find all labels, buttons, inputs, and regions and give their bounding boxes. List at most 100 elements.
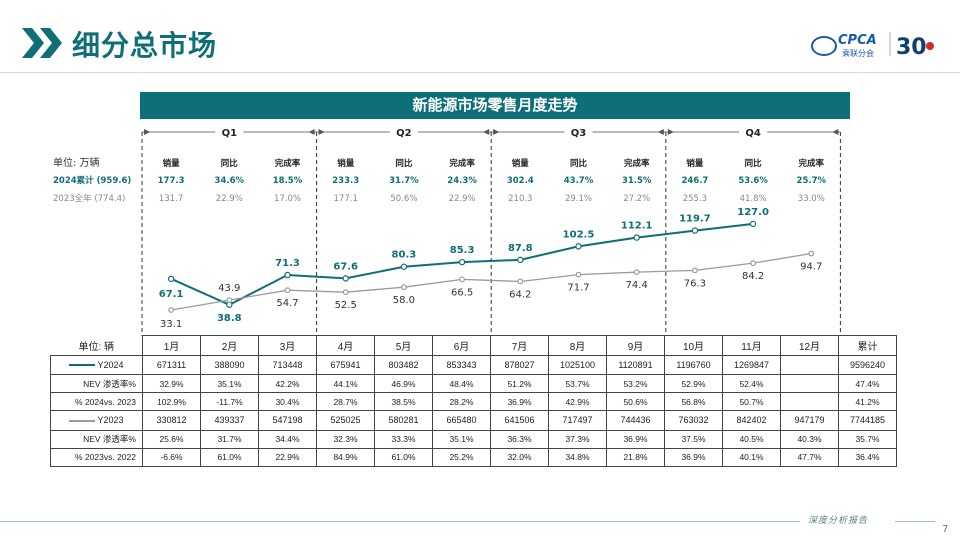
stats-2024-value: 31.5% — [622, 176, 652, 186]
data-point — [342, 289, 349, 296]
data-label: 71.7 — [567, 283, 589, 294]
column-header: 5月 — [374, 335, 433, 356]
table-cell: 25.6% — [142, 429, 201, 449]
stats-header: 完成率 — [624, 158, 650, 169]
table-cell: 50.7% — [722, 392, 781, 411]
table-cell: 52.4% — [722, 374, 781, 393]
data-label: 74.4 — [626, 280, 648, 291]
data-point — [168, 307, 175, 313]
data-label: 112.1 — [621, 221, 653, 232]
table-row: Y2024 671311 388090 713448 675941 803482 85334… — [50, 354, 897, 375]
table-row: % 2024vs. 2023 102.9% -11.7% 30.4% 28.7% 38.5… — [50, 392, 897, 411]
table-cell: 842402 — [722, 410, 781, 431]
data-label: 54.7 — [276, 298, 298, 309]
row-label: % 2024vs. 2023 — [50, 392, 143, 411]
page-title: 细分总市场 — [72, 29, 218, 62]
table-cell: 21.8% — [606, 447, 665, 467]
table-cell: 47.7% — [780, 447, 839, 467]
data-point — [458, 258, 466, 266]
quarter-stats: 销量 177.3 131.7 同比 34.6% 22.9% 完成率 18.5% 17.0% 销量 2… — [158, 158, 827, 204]
table-cell: 9596240 — [838, 354, 897, 375]
quarter-label: Q3 — [571, 128, 587, 139]
stats-2024-value: 233.3 — [332, 176, 359, 186]
footer-rule-right — [895, 521, 935, 522]
quarter-label-bg — [389, 126, 418, 138]
arrow-left-icon — [318, 129, 325, 135]
data-label: 38.8 — [217, 313, 242, 324]
quarter-label: Q2 — [396, 128, 412, 139]
stats-2023-value: 22.9% — [216, 194, 243, 204]
table-cell: 1025100 — [548, 354, 607, 375]
table-cell: 47.4% — [838, 374, 897, 393]
quarter-label-bg — [564, 126, 593, 138]
data-label: 71.3 — [275, 258, 300, 269]
table-cell: 38.5% — [374, 392, 433, 411]
table-cell: 61.0% — [374, 447, 433, 467]
table-cell: 330812 — [142, 410, 201, 431]
data-point — [750, 260, 756, 267]
quarter-label-bg — [215, 126, 244, 138]
series-lines — [167, 220, 815, 313]
table-cell — [780, 354, 839, 375]
stats-2024-value: 34.6% — [215, 176, 245, 186]
data-label: 66.5 — [451, 287, 473, 298]
footer-rule — [0, 521, 800, 522]
stats-header: 同比 — [745, 158, 763, 169]
table-cell: -6.6% — [142, 447, 201, 467]
table-cell: 947179 — [780, 410, 839, 431]
table-cell: 641506 — [490, 410, 549, 431]
table-cell: 717497 — [548, 410, 607, 431]
table-cell: -11.7% — [200, 392, 259, 411]
header-divider — [0, 72, 960, 73]
table-cell: 803482 — [374, 354, 433, 375]
table-cell: 41.2% — [838, 392, 897, 411]
stats-2024-value: 53.6% — [738, 176, 768, 186]
table-cell: 37.3% — [548, 429, 607, 449]
stats-2023-value: 17.0% — [274, 194, 301, 204]
data-label: 33.1 — [160, 319, 182, 330]
data-table: 单位: 辆 1月 2月 3月 4月 5月 6月 7月 8月 9月 10月 11月… — [50, 335, 897, 467]
column-header: 3月 — [258, 335, 317, 356]
quarter-label-bg — [739, 126, 768, 138]
quarter-label: Q1 — [222, 128, 238, 139]
stats-header: 同比 — [395, 158, 413, 169]
table-cell: 84.9% — [316, 447, 375, 467]
stats-header: 销量 — [163, 158, 181, 169]
data-point — [633, 234, 640, 241]
chevron-right-icon — [22, 28, 62, 58]
table-header-row: 单位: 辆 1月 2月 3月 4月 5月 6月 7月 8月 9月 10月 11月… — [50, 335, 897, 356]
table-cell: 102.9% — [142, 392, 201, 411]
data-point — [459, 276, 466, 283]
series-legend: Y2023 — [50, 410, 143, 431]
data-point — [401, 284, 407, 291]
arrow-right-icon — [657, 129, 664, 135]
stats-2023-value: 177.1 — [334, 194, 358, 204]
table-cell: 48.4% — [432, 374, 491, 393]
data-label: 67.1 — [159, 289, 184, 300]
footer-tagline: 深度分析报告 — [808, 516, 869, 526]
table-cell — [780, 392, 839, 411]
table-cell: 53.7% — [548, 374, 607, 393]
stats-header: 完成率 — [799, 158, 825, 169]
data-label: 76.3 — [684, 278, 706, 289]
table-cell: 42.2% — [258, 374, 317, 393]
data-label: 84.2 — [742, 271, 764, 282]
table-cell: 763032 — [664, 410, 723, 431]
table-cell: 50.6% — [606, 392, 665, 411]
data-labels: 67.1 38.8 71.3 67.6 80.3 85.3 87.8 102.5 112.1 11… — [159, 207, 823, 330]
row-label: NEV 渗透率% — [50, 429, 143, 449]
table-body: Y2024 671311 388090 713448 675941 803482 85334… — [50, 354, 897, 467]
stats-row-2023-label: 2023全年 (774.4) — [53, 193, 125, 204]
table-cell: 7744185 — [838, 410, 897, 431]
stats-header: 销量 — [337, 158, 355, 169]
data-point — [691, 227, 699, 234]
table-cell: 744436 — [606, 410, 665, 431]
table-cell: 33.3% — [374, 429, 433, 449]
data-label: 43.9 — [218, 283, 240, 294]
quarter-band: Q1 Q2 Q3 Q4 — [142, 126, 841, 139]
stats-header: 完成率 — [275, 158, 301, 169]
table-cell — [780, 374, 839, 393]
table-row: Y2023 330812 439337 547198 525025 580281 66548… — [50, 410, 897, 431]
stats-2024-value: 25.7% — [797, 176, 827, 186]
stats-2023-value: 33.0% — [798, 194, 825, 204]
